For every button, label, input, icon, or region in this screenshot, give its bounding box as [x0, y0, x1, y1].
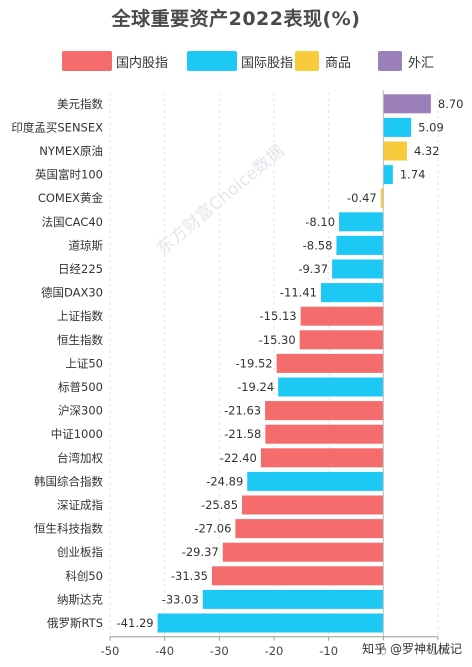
x-tick-label: -20	[265, 644, 284, 658]
x-tick-label: -40	[155, 644, 174, 658]
bar-5	[339, 212, 384, 232]
category-label: 印度孟买SENSEX	[11, 120, 103, 134]
value-label: 1.74	[400, 168, 426, 182]
category-label: 上证50	[65, 356, 103, 370]
bar-0	[383, 94, 431, 114]
source-credit: 知乎 @罗神机械记	[362, 640, 462, 657]
value-label: -15.30	[259, 333, 296, 347]
bar-16	[247, 471, 384, 491]
category-label: 德国DAX30	[41, 286, 103, 300]
category-label: COMEX黄金	[38, 191, 104, 205]
value-label: -25.85	[201, 498, 238, 512]
value-label: -31.35	[171, 569, 208, 583]
category-label: 恒生指数	[57, 333, 103, 347]
bar-20	[211, 566, 384, 586]
value-label: -29.37	[182, 545, 219, 559]
category-label: 深证成指	[57, 498, 103, 512]
value-label: 5.09	[418, 120, 444, 134]
bar-21	[202, 589, 384, 609]
bar-9	[300, 306, 384, 326]
category-label: 美元指数	[57, 97, 103, 111]
bar-6	[336, 235, 384, 255]
bar-14	[265, 424, 384, 444]
value-label: -19.52	[236, 356, 273, 370]
bar-4	[380, 188, 384, 208]
bar-13	[265, 401, 384, 421]
bar-15	[260, 448, 384, 468]
x-tick-label: -10	[319, 644, 338, 658]
category-label: 中证1000	[51, 427, 103, 441]
category-label: NYMEX原油	[39, 144, 103, 158]
bar-18	[235, 519, 384, 539]
bar-19	[222, 542, 384, 562]
bar-2	[383, 141, 407, 161]
bar-22	[157, 613, 384, 633]
value-label: -8.10	[305, 215, 335, 229]
category-label: 俄罗斯RTS	[47, 616, 103, 630]
category-label: 英国富时100	[35, 168, 103, 182]
x-tick-label: -50	[101, 644, 120, 658]
category-label: 韩国综合指数	[34, 474, 103, 488]
bar-17	[242, 495, 384, 515]
value-label: 4.32	[414, 144, 440, 158]
category-label: 法国CAC40	[42, 215, 103, 229]
x-tick-label: -30	[210, 644, 229, 658]
category-label: 道琼斯	[69, 238, 104, 252]
legend-label-commodity: 商品	[325, 56, 352, 71]
value-label: -41.29	[117, 616, 154, 630]
category-label: 台湾加权	[57, 451, 103, 465]
value-label: -24.89	[206, 474, 243, 488]
category-label: 日经225	[58, 262, 103, 276]
legend-label-international: 国际股指	[241, 56, 294, 71]
chart-title: 全球重要资产2022表现(%)	[111, 8, 361, 30]
value-label: -22.40	[220, 451, 257, 465]
category-label: 上证指数	[57, 309, 103, 323]
value-label: -33.03	[162, 592, 199, 606]
legend-label-fx: 外汇	[408, 56, 435, 71]
value-label: -0.47	[347, 191, 377, 205]
bar-11	[276, 353, 384, 373]
legend-swatch-domestic	[62, 51, 112, 71]
bar-10	[299, 330, 384, 350]
value-label: -21.58	[224, 427, 261, 441]
category-label: 创业板指	[57, 545, 103, 559]
category-label: 标普500	[58, 380, 103, 394]
bar-3	[383, 165, 393, 185]
value-label: 8.70	[438, 97, 464, 111]
legend-swatch-commodity	[295, 51, 319, 71]
legend-label-domestic: 国内股指	[116, 56, 169, 71]
category-label: 纳斯达克	[57, 592, 103, 606]
legend-swatch-fx	[378, 51, 402, 71]
category-label: 沪深300	[58, 404, 103, 418]
value-label: -11.41	[280, 286, 317, 300]
value-label: -15.13	[260, 309, 297, 323]
bar-12	[278, 377, 384, 397]
bar-8	[320, 283, 384, 303]
value-label: -21.63	[224, 404, 261, 418]
category-label: 恒生科技指数	[34, 522, 103, 536]
bar-7	[332, 259, 384, 279]
legend-swatch-international	[187, 51, 237, 71]
value-label: -19.24	[237, 380, 274, 394]
bar-1	[383, 117, 412, 137]
value-label: -8.58	[303, 238, 333, 252]
category-label: 科创50	[65, 569, 103, 583]
value-label: -9.37	[298, 262, 328, 276]
value-label: -27.06	[194, 522, 231, 536]
